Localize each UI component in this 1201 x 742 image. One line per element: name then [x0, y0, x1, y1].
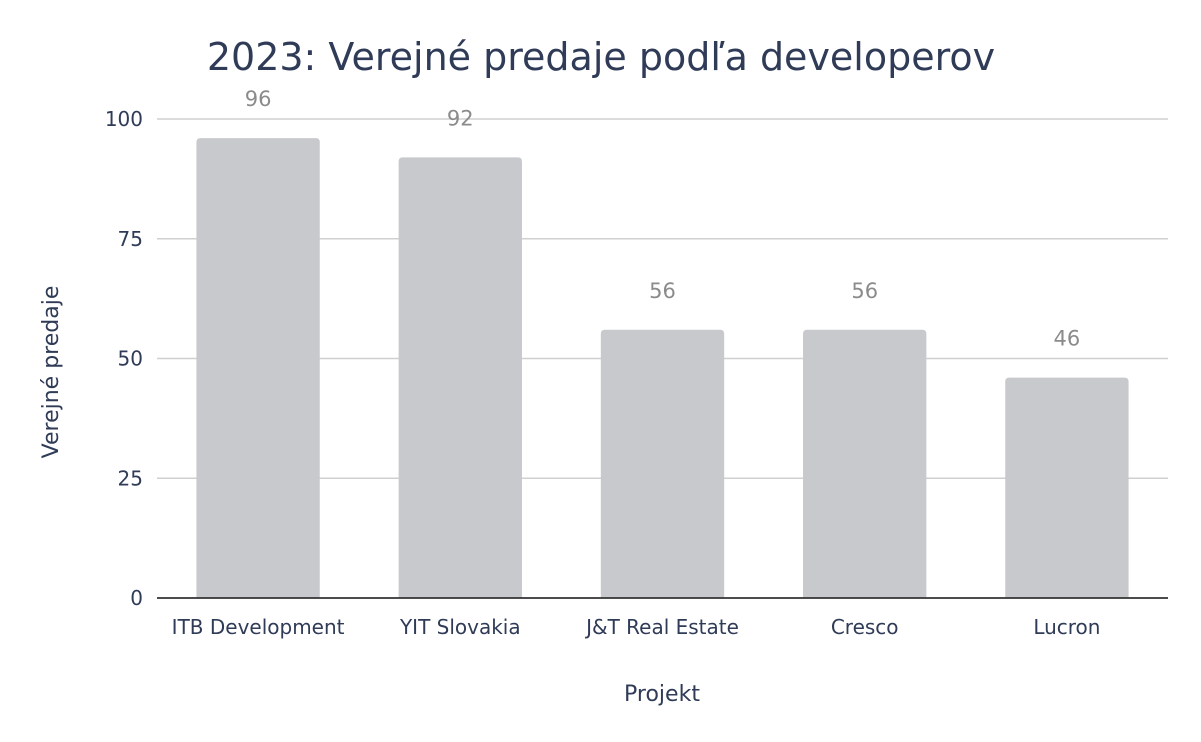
- bar-cresco: [803, 329, 927, 598]
- y-tick-label: 100: [105, 107, 143, 131]
- y-tick-label: 50: [118, 347, 143, 371]
- x-axis-label: Projekt: [624, 682, 700, 707]
- y-axis-label: Verejné predaje: [39, 286, 64, 459]
- y-tick-label: 0: [130, 586, 143, 610]
- data-label: 56: [851, 279, 878, 303]
- bar-j-t-real-estate: [600, 329, 725, 598]
- bar-yit-slovakia: [398, 157, 522, 598]
- labels-layer: 96 92 56 56 46: [245, 87, 1081, 351]
- x-tick-label: YIT Slovakia: [399, 615, 521, 639]
- data-label: 92: [447, 106, 474, 130]
- bar-lucron: [1005, 377, 1129, 598]
- x-tick-label: Lucron: [1033, 615, 1100, 639]
- data-label: 46: [1054, 327, 1081, 351]
- data-label: 56: [649, 279, 676, 303]
- axis-layer: 0 25 50 75 100 ITB Development YIT Slovakia J&T…: [105, 107, 1168, 639]
- bar-itb-development: [196, 138, 320, 598]
- y-tick-label: 25: [118, 466, 143, 490]
- bars-layer: [196, 138, 1129, 598]
- data-label: 96: [245, 87, 272, 111]
- x-tick-label: Cresco: [831, 615, 899, 639]
- chart-title: 2023: Verejné predaje podľa developerov: [207, 35, 995, 79]
- x-tick-label: J&T Real Estate: [584, 615, 739, 639]
- y-tick-label: 75: [118, 227, 143, 251]
- x-tick-label: ITB Development: [172, 615, 345, 639]
